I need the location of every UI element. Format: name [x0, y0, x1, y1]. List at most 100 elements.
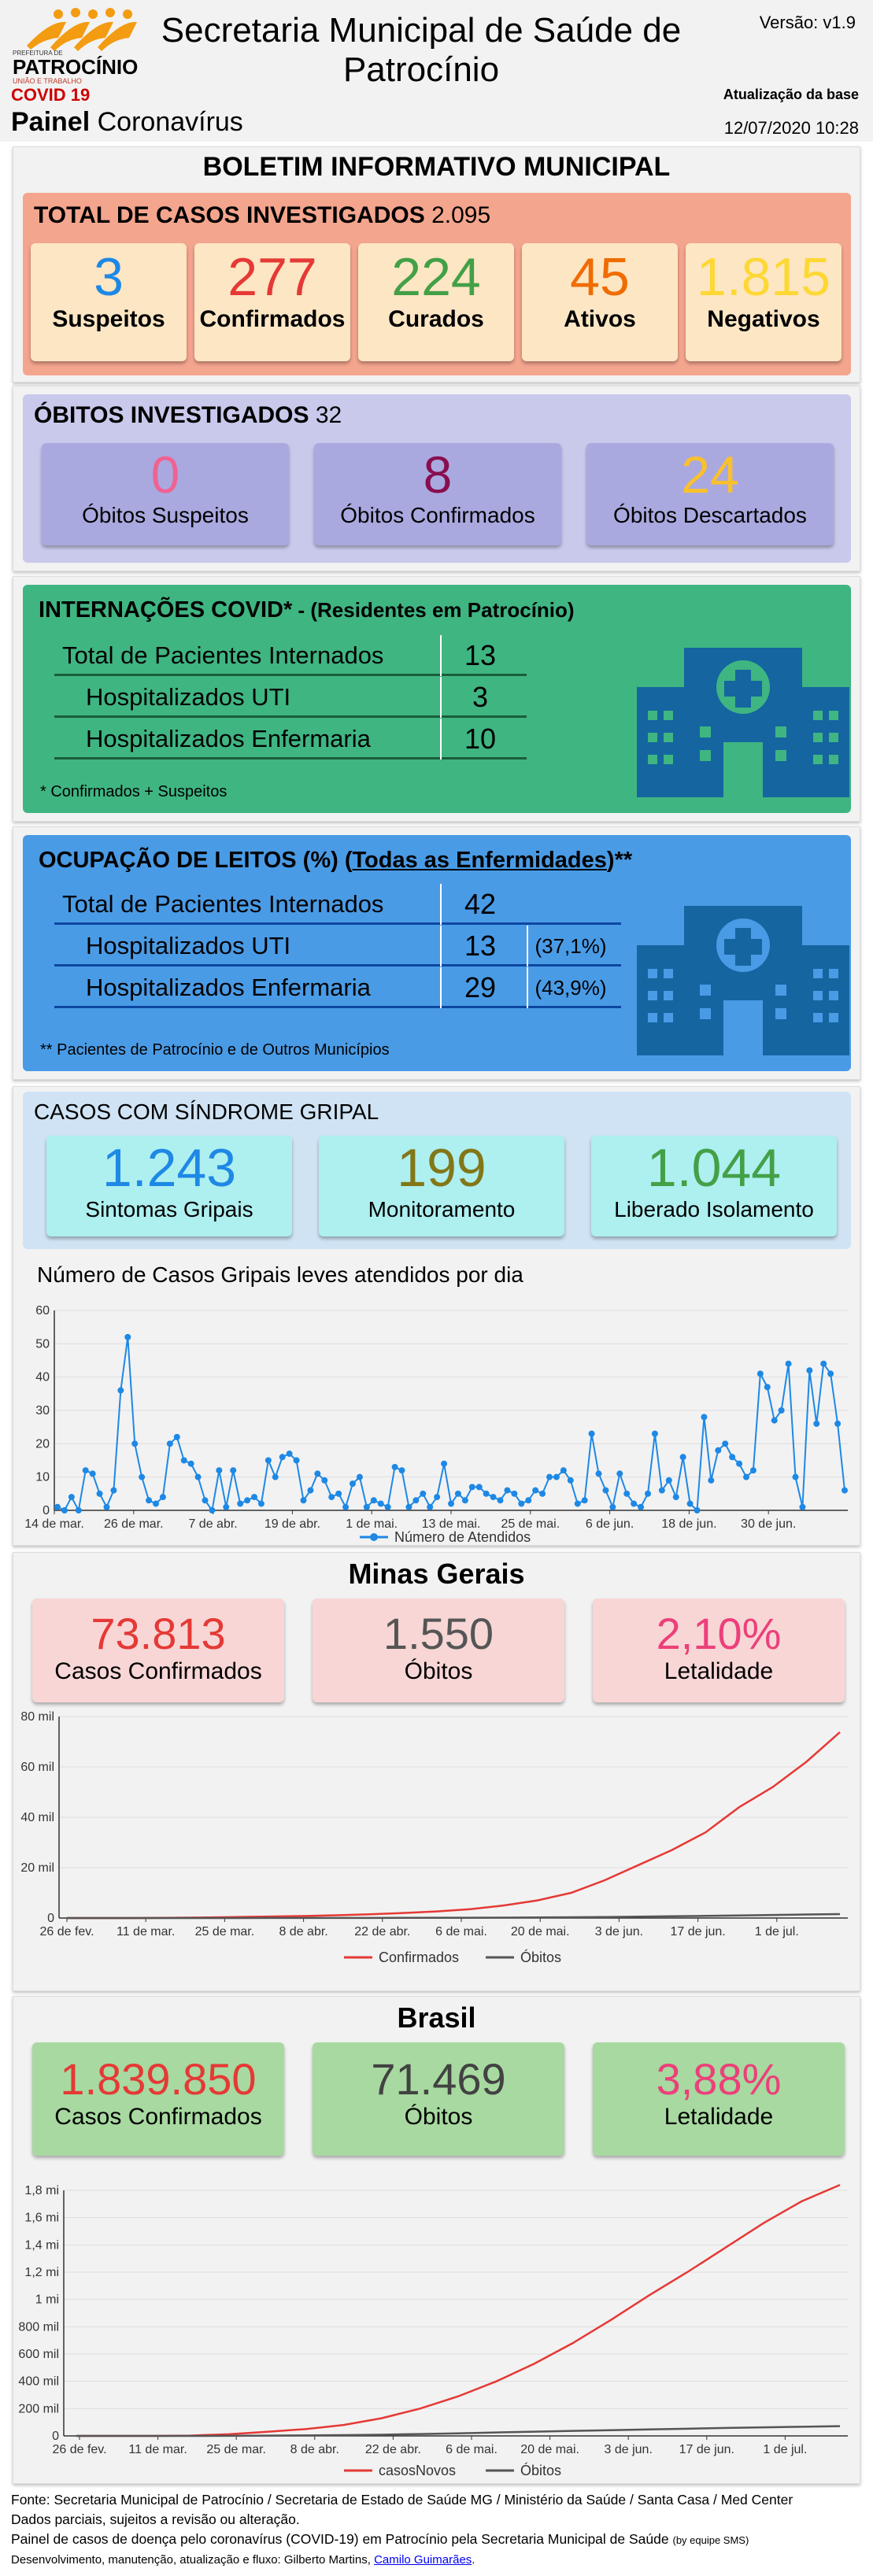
x-tick-label: 30 de jun. — [741, 1517, 796, 1531]
data-point — [497, 1497, 504, 1504]
row-value: 3 — [440, 677, 519, 718]
casos-label: Ativos — [564, 306, 636, 332]
data-point — [117, 1387, 124, 1394]
data-point — [539, 1490, 546, 1497]
brasil-section: Brasil 1.839.850 Casos Confirmados 71.469 Ó… — [13, 1996, 860, 2484]
data-point — [286, 1451, 293, 1458]
logo-slogan-text: UNIÃO E TRABALHO — [13, 77, 82, 85]
gripal-card: 1.243 Sintomas Gripais — [46, 1136, 292, 1236]
row-name: Hospitalizados UTI — [86, 932, 291, 959]
table-row: Hospitalizados Enfermaria 10 — [54, 719, 527, 759]
minas-chart: 0 20 mil 40 mil 60 mil 80 mil 26 de fev. 11 de… — [20, 1710, 848, 1965]
data-point — [187, 1460, 194, 1467]
data-point — [581, 1497, 588, 1504]
camilo-link[interactable]: Camilo Guimarães — [374, 2553, 472, 2567]
y-tick-label: 1,4 mi — [24, 2238, 59, 2252]
gripal-card: 199 Monitoramento — [319, 1136, 564, 1236]
series-line-0 — [76, 2183, 841, 2437]
ocupacao-title-link[interactable]: Todas as Enfermidades — [352, 848, 607, 873]
x-tick-label: 18 de jun. — [661, 1517, 716, 1531]
row-value: 13 — [440, 926, 519, 966]
footer-credits-end: . — [472, 2553, 475, 2567]
data-point — [223, 1503, 230, 1510]
minas-label: Óbitos — [404, 1658, 473, 1684]
data-point — [75, 1507, 82, 1513]
x-tick-label: 3 de jun. — [605, 2443, 653, 2456]
y-tick-label: 10 — [35, 1471, 50, 1484]
data-point — [391, 1463, 398, 1470]
legend-label: Óbitos — [520, 1949, 561, 1965]
row-name: Hospitalizados Enfermaria — [86, 725, 371, 752]
data-point — [736, 1460, 743, 1467]
data-point — [658, 1487, 665, 1494]
data-point — [525, 1497, 532, 1504]
y-tick-label: 50 — [35, 1337, 50, 1351]
casos-heading: TOTAL DE CASOS INVESTIGADOS 2.095 — [34, 202, 490, 229]
gripal-label: Monitoramento — [368, 1197, 516, 1221]
casos-value: 224 — [391, 247, 481, 307]
data-point — [813, 1420, 820, 1427]
obitos-title: ÓBITOS INVESTIGADOS — [34, 402, 309, 428]
gripal-section: CASOS COM SÍNDROME GRIPAL 1.243 Sintomas … — [13, 1086, 860, 1546]
table-row: Hospitalizados UTI 3 — [54, 677, 527, 718]
x-tick-label: 11 de mar. — [128, 2443, 187, 2456]
data-point — [237, 1500, 244, 1507]
data-point — [708, 1476, 715, 1484]
footer-description-text: Painel de casos de doença pelo coronavír… — [11, 2531, 669, 2547]
data-point — [244, 1497, 251, 1504]
data-point — [356, 1473, 363, 1480]
gripal-label: Liberado Isolamento — [614, 1197, 814, 1221]
y-tick-label: 40 mil — [20, 1811, 54, 1824]
data-point — [173, 1433, 180, 1440]
data-point — [257, 1500, 264, 1507]
obitos-label: Óbitos Suspeitos — [82, 503, 249, 527]
y-tick-label: 600 mil — [18, 2348, 59, 2361]
row-name: Hospitalizados UTI — [86, 683, 291, 711]
minas-value: 2,10% — [656, 1609, 782, 1658]
boletim-section: BOLETIM INFORMATIVO MUNICIPAL TOTAL DE C… — [13, 146, 860, 383]
x-tick-label: 3 de jun. — [595, 1925, 643, 1938]
data-point — [82, 1467, 89, 1474]
data-point — [756, 1370, 764, 1377]
series-line-1 — [67, 1913, 841, 1920]
hospital-icon — [637, 648, 849, 797]
ocupacao-title: OCUPAÇÃO DE LEITOS (%) — [39, 848, 338, 873]
row-name: Hospitalizados Enfermaria — [86, 974, 371, 1001]
legend-label: Número de Atendidos — [394, 1529, 531, 1545]
gripal-value: 199 — [397, 1138, 486, 1198]
brasil-title: Brasil — [397, 2001, 476, 2034]
internacoes-section: INTERNAÇÕES COVID* - (Residentes em Patr… — [13, 576, 860, 822]
data-point — [553, 1473, 560, 1480]
data-point — [454, 1490, 461, 1497]
x-tick-label: 26 de fev. — [39, 1925, 94, 1938]
x-tick-label: 17 de jun. — [679, 2443, 734, 2456]
data-point — [771, 1417, 778, 1424]
x-tick-label: 25 de mar. — [195, 1925, 255, 1938]
data-point — [743, 1473, 749, 1480]
x-tick-label: 26 de mar. — [104, 1517, 164, 1531]
y-tick-label: 400 mil — [18, 2375, 59, 2389]
obitos-value: 24 — [681, 445, 739, 504]
data-point — [785, 1360, 792, 1367]
data-point — [314, 1470, 321, 1477]
obitos-value: 8 — [423, 445, 453, 504]
data-point — [370, 1497, 377, 1504]
row-percent: (43,9%) — [527, 967, 613, 1008]
legend-dot — [370, 1533, 378, 1541]
data-point — [842, 1487, 848, 1494]
x-tick-label: 7 de abr. — [188, 1517, 237, 1531]
casos-label: Curados — [388, 306, 484, 332]
footer-source: Fonte: Secretaria Municipal de Patrocíni… — [11, 2492, 793, 2508]
data-point — [461, 1497, 468, 1504]
y-tick-label: 20 — [35, 1437, 50, 1451]
x-tick-label: 20 de mai. — [520, 2443, 579, 2456]
data-point — [328, 1494, 335, 1501]
brasil-chart: 0 200 mil 400 mil 600 mil 800 mil 1 mi 1,2 mi 1… — [18, 2183, 848, 2478]
casos-value: 45 — [570, 247, 630, 307]
data-point — [202, 1497, 209, 1504]
obitos-label: Óbitos Descartados — [613, 503, 807, 527]
brasil-card: 71.469 Óbitos — [313, 2042, 564, 2156]
x-tick-label: 14 de mar. — [24, 1517, 84, 1531]
internacoes-panel: INTERNAÇÕES COVID* - (Residentes em Patr… — [23, 585, 851, 813]
x-tick-label: 25 de mar. — [206, 2443, 266, 2456]
